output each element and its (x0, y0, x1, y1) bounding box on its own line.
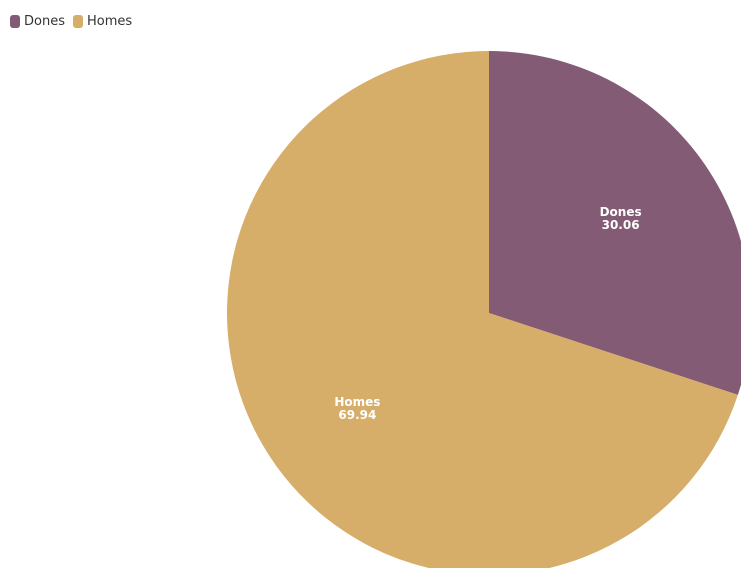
legend-item-dones[interactable]: Dones (10, 14, 65, 29)
legend-item-homes[interactable]: Homes (72, 14, 133, 29)
legend-swatch-dones (10, 15, 20, 28)
legend-label-dones: Dones (24, 14, 65, 29)
slice-value-homes: 69.94 (338, 408, 376, 422)
legend-swatch-homes (72, 15, 83, 28)
legend-label-homes: Homes (86, 14, 133, 29)
legend: Dones Homes (10, 14, 132, 29)
slice-value-dones: 30.06 (602, 218, 640, 232)
pie-slice-dones[interactable] (489, 51, 741, 395)
slice-label-dones: Dones (600, 205, 642, 219)
pie-slice-homes[interactable] (227, 51, 738, 568)
slice-label-homes: Homes (334, 395, 380, 409)
pie-slices (227, 51, 741, 568)
